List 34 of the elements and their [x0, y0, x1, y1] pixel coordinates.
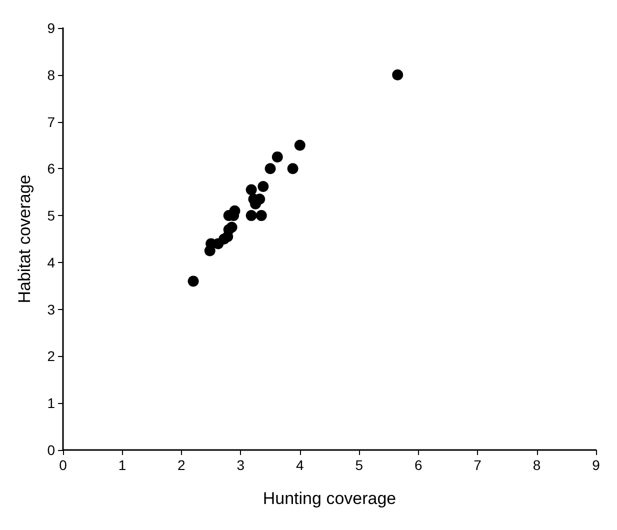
x-tick-label: 9 — [592, 457, 600, 473]
x-tick-label: 4 — [296, 457, 304, 473]
y-tick-label: 6 — [47, 160, 56, 177]
point — [294, 140, 306, 151]
x-tick-label: 5 — [355, 457, 364, 473]
x-tick-label: 6 — [414, 457, 422, 473]
point — [204, 245, 216, 256]
point — [287, 163, 298, 174]
y-tick-label: 5 — [47, 208, 56, 224]
y-tick-label: 7 — [47, 114, 56, 130]
point — [256, 210, 267, 222]
x-tick-label: 7 — [474, 457, 482, 473]
x-tick-label: 0 — [59, 457, 68, 473]
y-tick-label: 8 — [47, 66, 56, 83]
point — [272, 151, 283, 162]
y-axis-title: Habitat coverage — [15, 174, 34, 304]
y-tick-label: 4 — [47, 254, 56, 270]
y-tick-label: 9 — [47, 20, 56, 36]
x-axis-title: Hunting coverage — [262, 489, 396, 508]
y-tick-label: 0 — [47, 442, 56, 458]
point — [392, 69, 404, 80]
point — [222, 231, 234, 242]
y-tick-label: 2 — [47, 348, 56, 364]
point — [188, 276, 199, 287]
point — [246, 184, 257, 196]
x-tick-label: 2 — [178, 457, 186, 473]
point — [258, 180, 269, 192]
x-tick-label: 1 — [118, 457, 126, 473]
y-tick-label: 3 — [47, 301, 56, 318]
point — [246, 210, 257, 222]
point — [264, 163, 276, 174]
x-tick-label: 3 — [236, 457, 245, 473]
x-tick-label: 8 — [532, 457, 541, 473]
y-tick-label: 1 — [47, 395, 56, 412]
